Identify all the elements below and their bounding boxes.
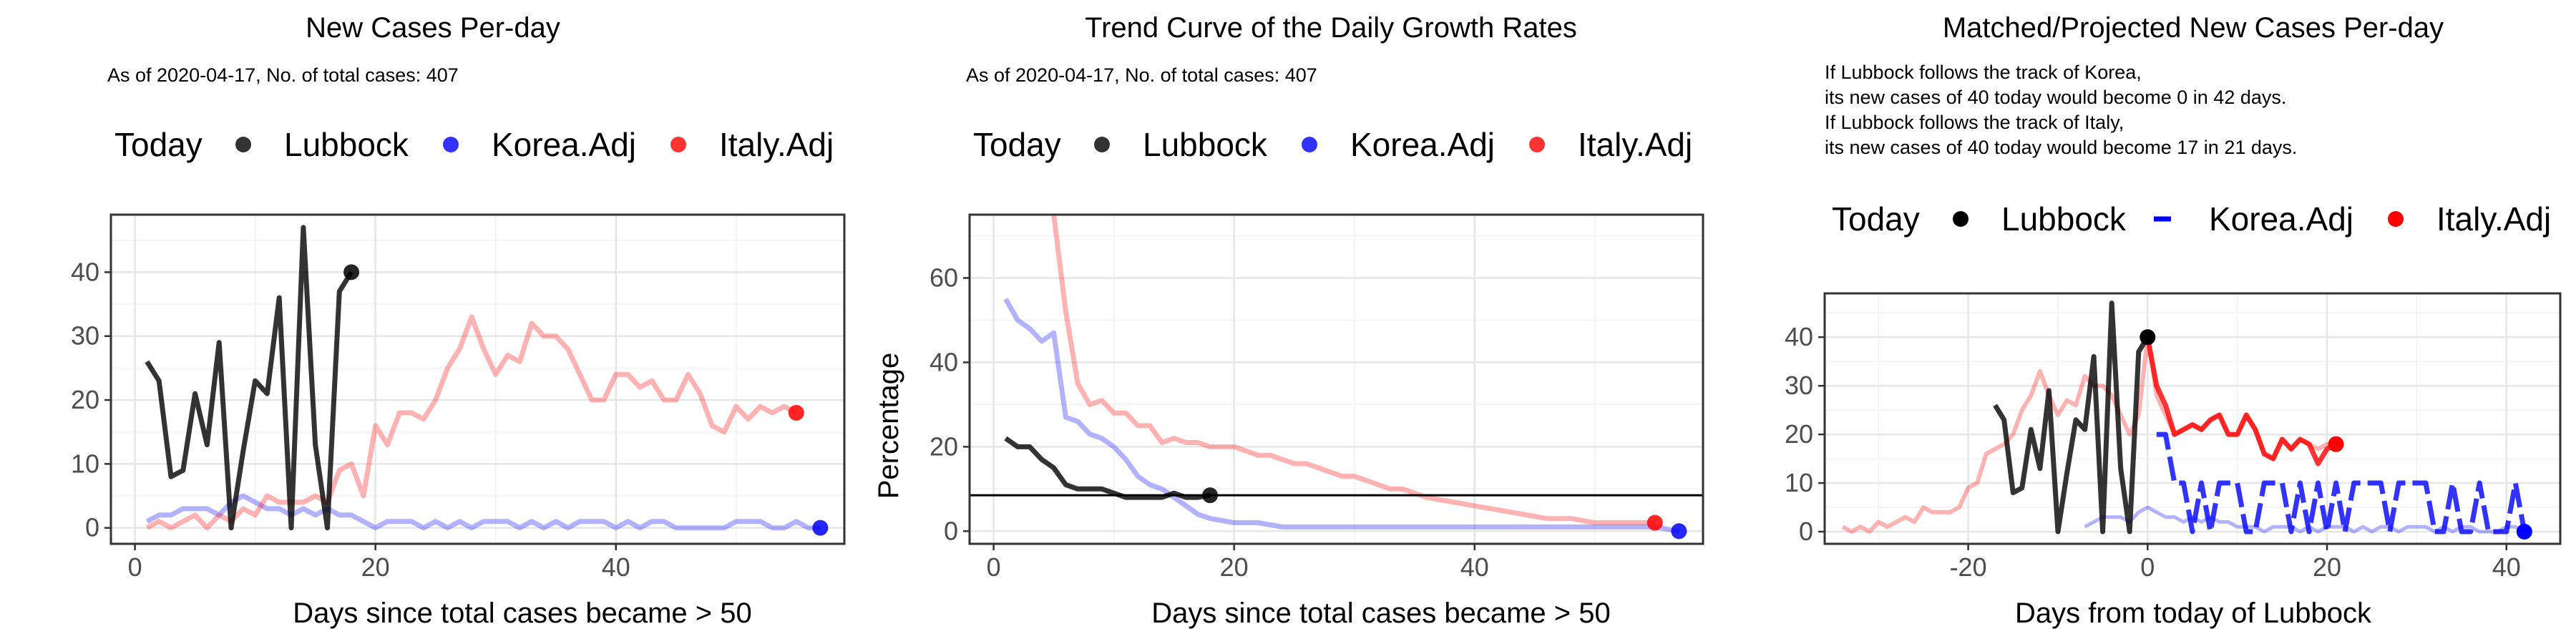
legend-title: Today [1832,200,1920,238]
series-layer [1841,301,2532,540]
x-axis-label: Days since total cases became > 50 [293,597,751,629]
y-tick-label: 40 [930,347,958,376]
series-line-italy-adj [145,314,798,531]
series-line-korea-adj-matched [2084,505,2526,534]
y-tick-label: 10 [71,449,99,478]
series-layer [970,215,1703,540]
series-line-italy-adj [1051,215,1655,525]
today-point-lubbock [343,264,360,280]
legend-key-korea [1302,137,1317,152]
legend-key-italy [2388,211,2404,227]
legend-key-lubbock [1953,211,1968,227]
x-axis-label: Days from today of Lubbock [2015,597,2372,629]
y-tick-label: 40 [71,257,99,286]
legend-label-korea: Korea.Adj [2209,200,2353,238]
annotation-line: its new cases of 40 today would become 0… [1825,87,2286,108]
legend-label-korea: Korea.Adj [1350,126,1495,163]
legend-key-italy [670,137,686,152]
y-tick-label: 20 [71,385,99,414]
chart-title: New Cases Per-day [306,12,560,44]
y-tick-label: 60 [930,263,958,292]
x-tick-label: 20 [2313,552,2341,582]
legend-key-lubbock [1094,137,1110,152]
series-layer [145,225,829,536]
today-point-italy-adj [1646,514,1663,531]
today-point-korea-adj [812,519,829,536]
chart-subtitle: As of 2020-04-17, No. of total cases: 40… [966,64,1317,86]
plot-area: 0 20 40 0 10 20 30 40 [71,213,846,582]
x-tick-label: -20 [1950,552,1987,582]
today-point-italy-adj [788,404,804,421]
x-tick-label: 20 [361,552,390,582]
annotation: If Lubbock follows the track of Korea, i… [1825,62,2297,158]
y-axis-label: Percentage [873,353,904,499]
y-tick-label: 0 [944,516,958,545]
panel-border [109,213,846,545]
x-tick-label: 0 [987,552,1001,582]
annotation-line: If Lubbock follows the track of Italy, [1825,112,2124,133]
today-point-lubbock [1202,487,1219,504]
legend: Today Lubbock Korea.Adj Italy.Adj [973,126,1692,163]
x-tick-label: 40 [1460,552,1489,582]
legend-label-italy: Italy.Adj [2436,200,2551,238]
legend-title: Today [973,126,1061,163]
panel-growth-rates: Trend Curve of the Daily Growth Rates As… [873,12,1704,629]
y-tick-label: 40 [1785,322,1813,351]
annotation-line: its new cases of 40 today would become 1… [1825,137,2297,158]
y-tick-label: 20 [1785,419,1813,449]
series-line-lubbock [1993,301,2150,535]
x-tick-label: 0 [128,552,142,582]
legend: Today Lubbock Korea.Adj Italy.Adj [114,126,834,163]
today-point-lubbock [2140,329,2156,346]
chart-subtitle: As of 2020-04-17, No. of total cases: 40… [107,64,459,86]
legend-label-italy: Italy.Adj [1578,126,1692,163]
x-tick-label: 40 [602,552,630,582]
y-tick-label: 30 [71,321,99,351]
legend-key-korea [443,137,459,152]
annotation-line: If Lubbock follows the track of Korea, [1825,62,2142,83]
legend-label-italy: Italy.Adj [719,126,834,163]
legend-title: Today [114,126,203,163]
chart-title: Matched/Projected New Cases Per-day [1943,12,2444,44]
panel-new-cases: New Cases Per-day As of 2020-04-17, No. … [71,12,846,629]
series-line-korea-adj [145,493,821,531]
x-tick-label: 40 [2492,552,2521,582]
legend-key-lubbock [235,137,251,152]
series-line-lubbock [1004,436,1211,500]
plot-area: -20 0 20 40 0 10 20 30 40 [1785,292,2562,582]
legend: Today Lubbock Korea.Adj Italy.Adj [1832,200,2551,238]
chart-title: Trend Curve of the Daily Growth Rates [1085,12,1577,44]
legend-label-lubbock: Lubbock [284,126,409,163]
legend-label-lubbock: Lubbock [2001,200,2127,238]
today-point-korea-adj [2516,524,2532,540]
series-line-italy-adj-projected [2145,336,2338,467]
panel-projected: Matched/Projected New Cases Per-day If L… [1785,12,2562,629]
y-tick-label: 0 [85,513,99,542]
legend-label-lubbock: Lubbock [1143,126,1268,163]
plot-area: 0 20 40 0 20 40 60 [930,213,1704,582]
panel-border [1823,292,2562,545]
legend-label-korea: Korea.Adj [492,126,636,163]
x-axis-label: Days since total cases became > 50 [1151,597,1610,629]
series-line-korea-adj [1003,298,1680,534]
series-line-korea-adj-projected [2156,431,2527,535]
x-tick-label: 0 [2140,552,2155,582]
today-point-korea-adj [1671,523,1687,540]
legend-key-italy [1529,137,1545,152]
panel-border [968,213,1704,545]
today-point-italy-adj [2328,436,2344,452]
x-tick-label: 20 [1220,552,1249,582]
y-tick-label: 10 [1785,468,1813,497]
y-tick-label: 0 [1799,517,1813,546]
y-tick-label: 30 [1785,371,1813,400]
series-line-lubbock [145,225,354,531]
y-tick-label: 20 [930,431,958,461]
